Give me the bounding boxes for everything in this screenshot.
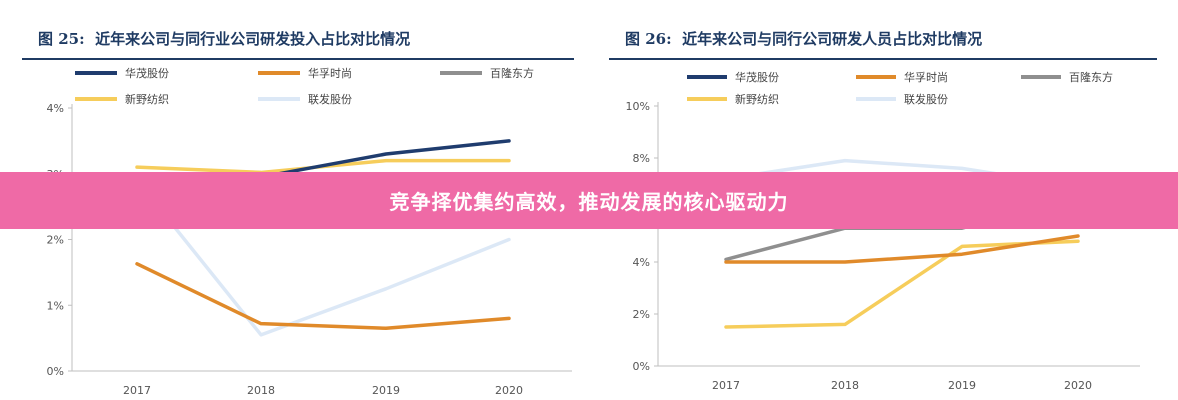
legend-label-left: 联发股份: [308, 92, 352, 106]
legend-label-left: 百隆东方: [490, 66, 534, 80]
series-line-right-3: [724, 234, 1080, 264]
legend-label-right: 百隆东方: [1069, 70, 1113, 84]
chart-title-right: 图 26: 近年来公司与同行公司研发人员占比对比情况: [625, 28, 982, 49]
title-divider-left: [22, 58, 574, 60]
legend-label-left: 新野纺织: [125, 92, 169, 106]
y-tick-label-right: 4%: [633, 256, 650, 269]
x-tick-label-right: 2018: [831, 379, 859, 392]
chart-title-left: 图 25: 近年来公司与同行业公司研发投入占比对比情况: [38, 28, 410, 49]
series-line-right-1: [724, 239, 1080, 329]
series-line-left-2: [135, 262, 511, 331]
legend-label-right: 华茂股份: [735, 70, 779, 84]
y-tick-label-right: 2%: [633, 308, 650, 321]
chart-title-text-left: 近年来公司与同行业公司研发投入占比对比情况: [95, 30, 411, 48]
legend-label-right: 新野纺织: [735, 92, 779, 106]
line-chart-left: 0%1%2%3%4%2017201820192020华茂股份华孚时尚百隆东方新野…: [47, 66, 572, 397]
series-line-left-0: [135, 178, 511, 337]
title-divider-right: [609, 58, 1157, 60]
legend-label-left: 华孚时尚: [308, 66, 352, 80]
y-tick-label-right: 0%: [633, 360, 650, 373]
headline-text: 竞争择优集约高效，推动发展的核心驱动力: [389, 190, 789, 214]
chart-panel-left: 图 25: 近年来公司与同行业公司研发投入占比对比情况 0%1%2%3%4%20…: [22, 28, 574, 397]
y-tick-label-right: 10%: [626, 100, 650, 113]
legend-label-right: 华孚时尚: [904, 70, 948, 84]
x-tick-label-left: 2017: [123, 384, 151, 397]
x-tick-label-right: 2019: [948, 379, 976, 392]
figure-number-left: 图 25:: [38, 30, 85, 48]
y-tick-label-left: 4%: [47, 102, 64, 115]
legend-label-right: 联发股份: [904, 92, 948, 106]
x-tick-label-right: 2020: [1064, 379, 1092, 392]
x-tick-label-left: 2019: [372, 384, 400, 397]
y-tick-label-left: 2%: [47, 234, 64, 247]
legend-label-left: 华茂股份: [125, 66, 169, 80]
chart-title-text-right: 近年来公司与同行公司研发人员占比对比情况: [682, 30, 983, 48]
figure-number-right: 图 26:: [625, 30, 672, 48]
x-tick-label-left: 2018: [247, 384, 275, 397]
x-tick-label-right: 2017: [712, 379, 740, 392]
headline-banner: 竞争择优集约高效，推动发展的核心驱动力: [0, 172, 1178, 229]
y-tick-label-left: 1%: [47, 299, 64, 312]
y-tick-label-right: 8%: [633, 152, 650, 165]
y-tick-label-left: 0%: [47, 365, 64, 378]
x-tick-label-left: 2020: [495, 384, 523, 397]
